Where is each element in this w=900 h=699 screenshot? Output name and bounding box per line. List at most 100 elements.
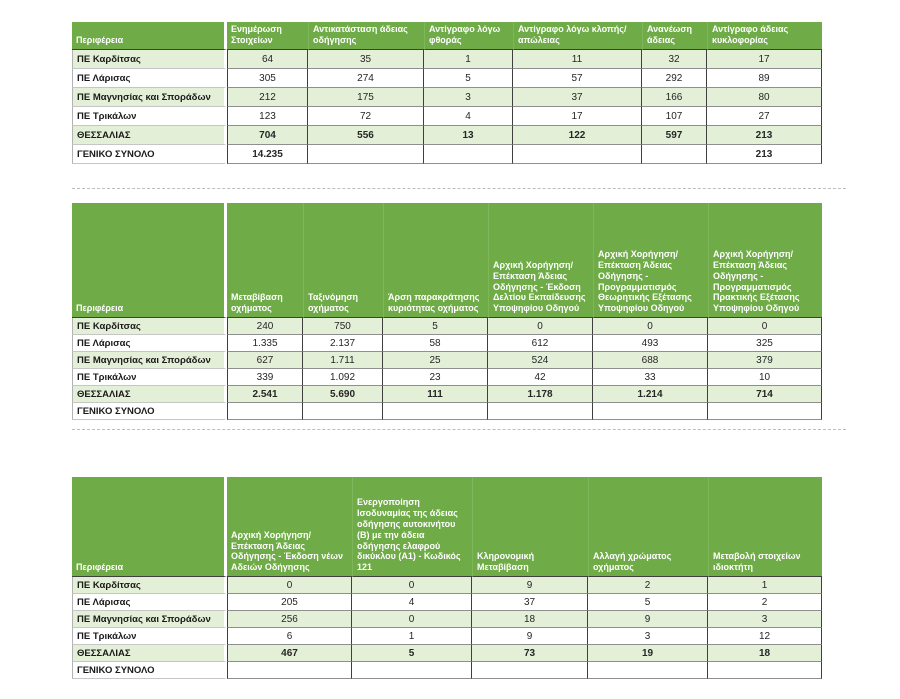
vehicle-and-driver-exams-table: Περιφέρεια Μεταβίβαση οχήματος Ταξινόμηση … [72, 203, 822, 420]
header-row: Περιφέρεια Ενημέρωση Στοιχείων Αντικατάστα… [72, 22, 822, 50]
region-label-cell: ΠΕ Καρδίτσας [72, 50, 227, 69]
table-row: ΠΕ Λάρισας 205 4 37 5 2 [72, 594, 822, 611]
value-cell: 3 [424, 88, 513, 107]
value-cell: 37 [513, 88, 642, 107]
value-cell: 524 [488, 352, 593, 369]
value-cell: 0 [227, 577, 352, 594]
value-cell: 12 [708, 628, 822, 645]
region-label-cell: ΠΕ Μαγνησίας και Σποράδων [72, 611, 227, 628]
value-cell: 5 [424, 69, 513, 88]
region-column-header: Περιφέρεια [72, 477, 227, 577]
service-column-header: Μεταβίβαση οχήματος [227, 203, 303, 318]
region-label-cell: ΠΕ Λάρισας [72, 69, 227, 88]
license-services-table-section: Περιφέρεια Ενημέρωση Στοιχείων Αντικατάστα… [72, 22, 822, 164]
value-cell [227, 403, 303, 420]
value-cell [488, 403, 593, 420]
service-column-header: Ανανέωση άδειας [642, 22, 707, 50]
region-label-cell: ΠΕ Καρδίτσας [72, 318, 227, 335]
value-cell: 166 [642, 88, 707, 107]
value-cell: 25 [383, 352, 488, 369]
table-row: ΠΕ Τρικάλων 123 72 4 17 107 27 [72, 107, 822, 126]
header-row: Περιφέρεια Αρχική Χορήγηση/Επέκταση Άδεια… [72, 477, 822, 577]
value-cell: 0 [352, 611, 472, 628]
value-cell: 27 [707, 107, 822, 126]
value-cell: 1 [708, 577, 822, 594]
value-cell: 17 [707, 50, 822, 69]
value-cell: 73 [472, 645, 588, 662]
service-column-header: Αρχική Χορήγηση/Επέκταση Άδειας Οδήγησης… [227, 477, 352, 577]
value-cell: 627 [227, 352, 303, 369]
value-cell: 14.235 [227, 145, 308, 164]
value-cell: 1 [424, 50, 513, 69]
service-column-header: Μεταβολή στοιχείων ιδιοκτήτη [708, 477, 822, 577]
value-cell: 612 [488, 335, 593, 352]
service-column-header: Ταξινόμηση οχήματος [303, 203, 383, 318]
value-cell: 72 [308, 107, 424, 126]
service-column-header: Κληρονομική Μεταβίβαση [472, 477, 588, 577]
value-cell: 37 [472, 594, 588, 611]
value-cell: 11 [513, 50, 642, 69]
table-row: ΠΕ Λάρισας 1.335 2.137 58 612 493 325 [72, 335, 822, 352]
value-cell: 205 [227, 594, 352, 611]
service-column-header: Αντικατάσταση άδειας οδήγησης [308, 22, 424, 50]
value-cell [352, 662, 472, 679]
license-services-table: Περιφέρεια Ενημέρωση Στοιχείων Αντικατάστα… [72, 22, 822, 164]
value-cell: 58 [383, 335, 488, 352]
table-row: ΠΕ Τρικάλων 6 1 9 3 12 [72, 628, 822, 645]
table-row: ΓΕΝΙΚΟ ΣΥΝΟΛΟ [72, 403, 822, 420]
value-cell: 1.335 [227, 335, 303, 352]
service-column-header: Άρση παρακράτησης κυριότητας οχήματος [383, 203, 488, 318]
value-cell: 10 [708, 369, 822, 386]
value-cell: 379 [708, 352, 822, 369]
value-cell [513, 145, 642, 164]
value-cell: 32 [642, 50, 707, 69]
table-row: ΠΕ Καρδίτσας 240 750 5 0 0 0 [72, 318, 822, 335]
region-label-cell: ΠΕ Τρικάλων [72, 369, 227, 386]
value-cell: 5 [588, 594, 708, 611]
value-cell: 305 [227, 69, 308, 88]
service-column-header: Αρχική Χορήγηση/Επέκταση Άδειας Οδήγησης… [488, 203, 593, 318]
value-cell: 0 [708, 318, 822, 335]
value-cell: 18 [708, 645, 822, 662]
value-cell: 17 [513, 107, 642, 126]
value-cell: 35 [308, 50, 424, 69]
service-column-header: Αρχική Χορήγηση/Επέκταση Άδειας Οδήγησης… [708, 203, 822, 318]
value-cell: 688 [593, 352, 708, 369]
value-cell: 33 [593, 369, 708, 386]
value-cell: 42 [488, 369, 593, 386]
value-cell: 325 [708, 335, 822, 352]
service-column-header: Αλλαγή χρώματος οχήματος [588, 477, 708, 577]
value-cell: 1.092 [303, 369, 383, 386]
value-cell: 123 [227, 107, 308, 126]
region-label-cell: ΓΕΝΙΚΟ ΣΥΝΟΛΟ [72, 403, 227, 420]
page-break-dashed-line [72, 429, 846, 430]
value-cell: 3 [588, 628, 708, 645]
value-cell: 19 [588, 645, 708, 662]
service-column-header: Ενεργοποίηση Ισοδυναμίας της άδειας οδήγ… [352, 477, 472, 577]
value-cell: 493 [593, 335, 708, 352]
header-row: Περιφέρεια Μεταβίβαση οχήματος Ταξινόμηση … [72, 203, 822, 318]
value-cell: 0 [352, 577, 472, 594]
value-cell: 256 [227, 611, 352, 628]
region-label-cell: ΘΕΣΣΑΛΙΑΣ [72, 126, 227, 145]
value-cell: 292 [642, 69, 707, 88]
value-cell: 597 [642, 126, 707, 145]
table-row: ΠΕ Καρδίτσας 0 0 9 2 1 [72, 577, 822, 594]
region-label-cell: ΠΕ Τρικάλων [72, 107, 227, 126]
value-cell: 175 [308, 88, 424, 107]
table-row: ΠΕ Μαγνησίας και Σποράδων 256 0 18 9 3 [72, 611, 822, 628]
value-cell [383, 403, 488, 420]
value-cell: 704 [227, 126, 308, 145]
region-label-cell: ΓΕΝΙΚΟ ΣΥΝΟΛΟ [72, 145, 227, 164]
value-cell: 111 [383, 386, 488, 403]
table-row: ΠΕ Μαγνησίας και Σποράδων 627 1.711 25 524 68… [72, 352, 822, 369]
region-label-cell: ΓΕΝΙΚΟ ΣΥΝΟΛΟ [72, 662, 227, 679]
value-cell: 4 [352, 594, 472, 611]
region-label-cell: ΠΕ Καρδίτσας [72, 577, 227, 594]
value-cell [708, 403, 822, 420]
value-cell: 240 [227, 318, 303, 335]
value-cell: 1.711 [303, 352, 383, 369]
value-cell [472, 662, 588, 679]
value-cell: 6 [227, 628, 352, 645]
value-cell [303, 403, 383, 420]
